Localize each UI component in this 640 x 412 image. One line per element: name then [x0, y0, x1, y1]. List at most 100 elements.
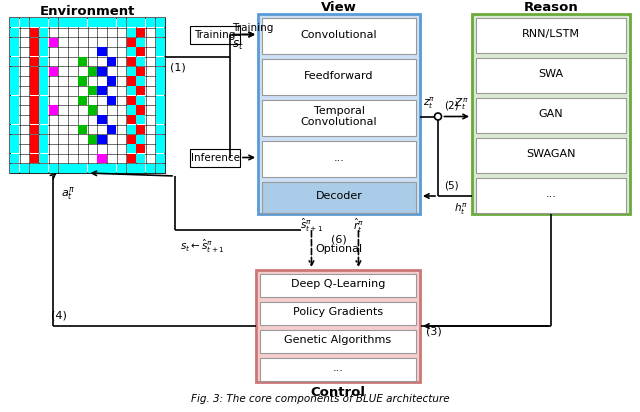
Bar: [88, 135, 97, 144]
Bar: [40, 135, 49, 144]
Bar: [262, 141, 416, 177]
Bar: [40, 86, 49, 95]
Bar: [78, 125, 87, 134]
Bar: [29, 37, 39, 47]
Bar: [40, 67, 49, 76]
Bar: [40, 105, 49, 115]
Bar: [127, 76, 136, 86]
Bar: [97, 86, 107, 95]
Text: Training: Training: [195, 30, 236, 40]
Bar: [88, 105, 97, 115]
Bar: [136, 154, 145, 163]
Text: (1): (1): [170, 63, 186, 73]
Bar: [68, 18, 77, 27]
Bar: [260, 302, 416, 325]
Bar: [88, 86, 97, 95]
Bar: [156, 86, 164, 95]
Bar: [136, 86, 145, 95]
Text: Inference: Inference: [191, 152, 239, 162]
Bar: [260, 330, 416, 353]
Bar: [156, 76, 164, 86]
Bar: [117, 164, 126, 173]
Bar: [88, 164, 97, 173]
Bar: [190, 148, 240, 166]
Bar: [136, 76, 145, 86]
Bar: [97, 18, 107, 27]
Bar: [97, 115, 107, 124]
Text: Convolutional: Convolutional: [301, 30, 378, 40]
Text: $\hat{s}^{\pi}_{t+1}$: $\hat{s}^{\pi}_{t+1}$: [300, 217, 323, 234]
Text: ...: ...: [333, 152, 344, 162]
Text: Training: Training: [232, 23, 273, 33]
Bar: [10, 18, 19, 27]
Text: $Z^{\pi}_{t}$: $Z^{\pi}_{t}$: [454, 96, 468, 112]
Bar: [136, 47, 145, 56]
Bar: [40, 37, 49, 47]
Bar: [136, 164, 145, 173]
Bar: [29, 96, 39, 105]
Bar: [88, 67, 97, 76]
Bar: [127, 105, 136, 115]
Bar: [59, 18, 68, 27]
Text: $s_t$: $s_t$: [232, 39, 244, 52]
Bar: [136, 18, 145, 27]
Bar: [40, 57, 49, 66]
Bar: [107, 18, 116, 27]
Bar: [156, 105, 164, 115]
Bar: [78, 76, 87, 86]
Text: ...: ...: [333, 363, 344, 373]
Bar: [127, 18, 136, 27]
Bar: [262, 18, 416, 54]
Text: Environment: Environment: [40, 5, 135, 17]
Bar: [127, 28, 136, 37]
Text: Decoder: Decoder: [316, 191, 362, 201]
Bar: [78, 96, 87, 105]
Text: Temporal
Convolutional: Temporal Convolutional: [301, 106, 378, 127]
Text: ...: ...: [545, 189, 556, 199]
Text: Fig. 3: The core components of BLUE architecture: Fig. 3: The core components of BLUE arch…: [191, 394, 449, 404]
Bar: [10, 28, 19, 37]
Bar: [40, 28, 49, 37]
Bar: [10, 154, 19, 163]
Bar: [476, 178, 626, 213]
Bar: [127, 57, 136, 66]
Bar: [156, 47, 164, 56]
Text: SWA: SWA: [538, 69, 564, 79]
Bar: [68, 164, 77, 173]
Bar: [107, 164, 116, 173]
Bar: [136, 135, 145, 144]
Bar: [10, 105, 19, 115]
Bar: [262, 59, 416, 95]
Bar: [10, 115, 19, 124]
Bar: [10, 96, 19, 105]
Bar: [40, 76, 49, 86]
Bar: [476, 138, 626, 173]
Bar: [127, 125, 136, 134]
Bar: [127, 135, 136, 144]
Bar: [10, 76, 19, 86]
Text: $a^{\pi}_{t}$: $a^{\pi}_{t}$: [61, 185, 75, 202]
Bar: [10, 47, 19, 56]
Bar: [156, 28, 164, 37]
Text: $\hat{r}^{\pi}_{t}$: $\hat{r}^{\pi}_{t}$: [353, 217, 364, 235]
Text: $s_t \leftarrow \hat{s}^{\pi}_{t+1}$: $s_t \leftarrow \hat{s}^{\pi}_{t+1}$: [180, 238, 225, 255]
Bar: [40, 18, 49, 27]
Bar: [136, 115, 145, 124]
Bar: [10, 125, 19, 134]
Bar: [156, 18, 164, 27]
Bar: [49, 37, 58, 47]
Bar: [190, 26, 240, 44]
Bar: [156, 125, 164, 134]
Bar: [156, 67, 164, 76]
Bar: [136, 105, 145, 115]
Bar: [136, 67, 145, 76]
Bar: [97, 67, 107, 76]
Bar: [29, 18, 39, 27]
Bar: [258, 14, 420, 214]
Bar: [97, 154, 107, 163]
Bar: [262, 100, 416, 136]
Bar: [127, 67, 136, 76]
Bar: [156, 154, 164, 163]
Bar: [262, 182, 416, 213]
Bar: [127, 154, 136, 163]
